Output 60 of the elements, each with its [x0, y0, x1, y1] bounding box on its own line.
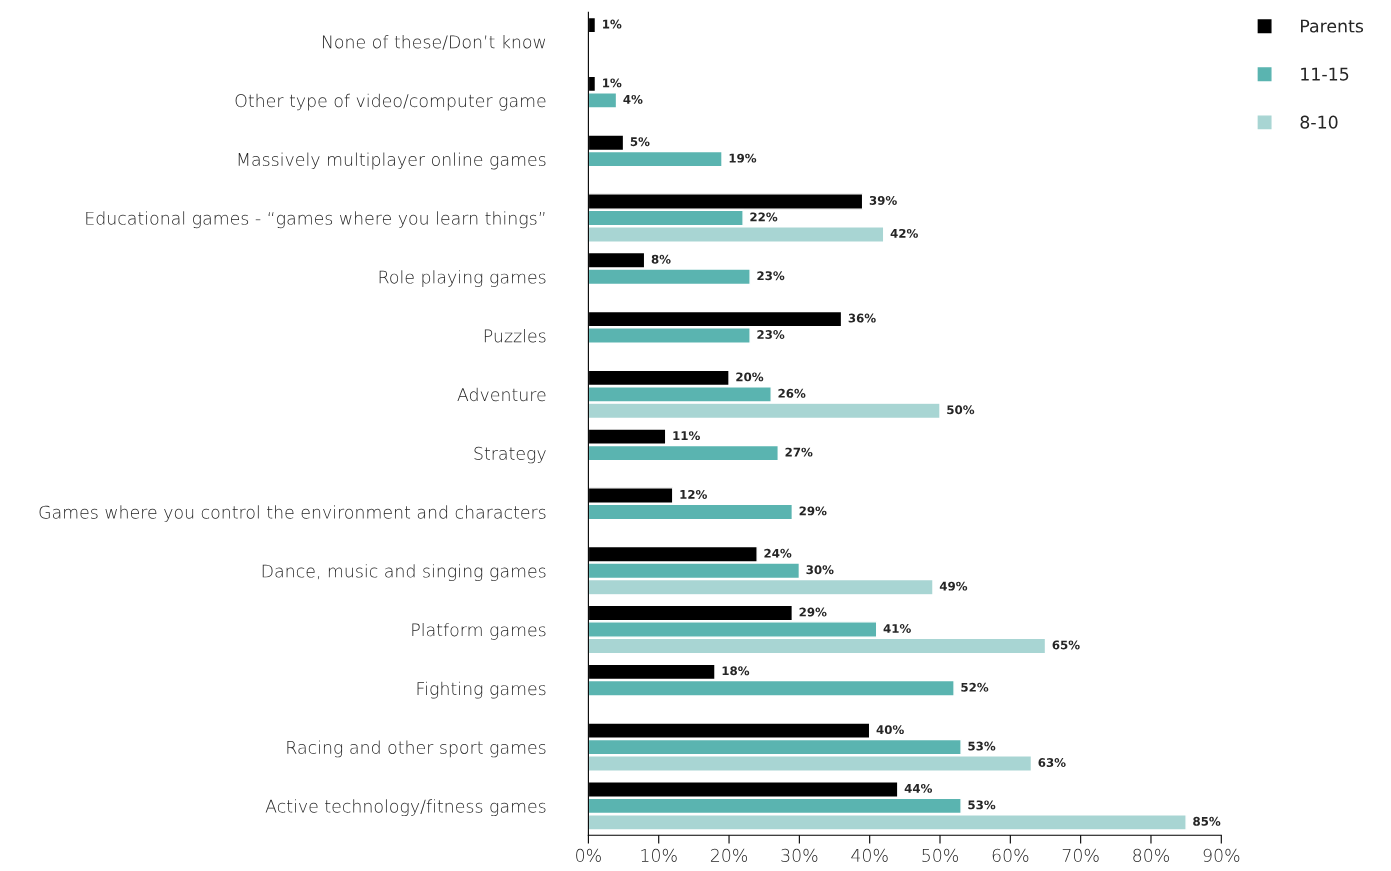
- y-tick-label: Role playing games: [379, 270, 546, 287]
- data-label: 53%: [968, 741, 996, 751]
- data-label: 8%: [651, 254, 671, 264]
- data-label: 1%: [603, 78, 622, 88]
- x-tick-label: 70%: [1062, 848, 1099, 862]
- y-tick-label: Racing and other sport games: [287, 740, 546, 758]
- data-label: 24%: [764, 548, 792, 558]
- x-tick-label: 30%: [781, 848, 818, 862]
- y-tick-label: Dance, music and singing games: [262, 564, 546, 581]
- y-tick-label: Other type of video/computer game: [235, 93, 546, 111]
- y-tick-label: Platform games: [412, 622, 546, 640]
- data-label: 49%: [939, 581, 968, 591]
- data-label: 11%: [673, 431, 700, 441]
- data-label: 50%: [947, 405, 975, 415]
- data-label: 41%: [883, 624, 911, 633]
- data-label: 63%: [1038, 758, 1066, 767]
- data-label: 23%: [757, 330, 785, 339]
- y-tick-label: Puzzles: [484, 328, 546, 343]
- legend-label: Parents: [1301, 19, 1364, 33]
- data-label: 12%: [680, 489, 707, 499]
- data-label: 26%: [778, 388, 806, 398]
- x-tick-label: 40%: [851, 848, 888, 862]
- x-tick-label: 10%: [641, 848, 677, 862]
- data-label: 36%: [848, 313, 876, 323]
- data-label: 27%: [785, 447, 813, 457]
- x-tick-label: 0%: [576, 848, 601, 862]
- data-label: 1%: [603, 19, 622, 29]
- data-label: 29%: [799, 506, 827, 516]
- data-label: 44%: [904, 783, 933, 793]
- y-tick-label: None of these/Don’t know: [322, 34, 546, 50]
- x-tick-label: 90%: [1203, 848, 1240, 862]
- data-label: 20%: [736, 372, 764, 382]
- y-tick-label: Massively multiplayer online games: [238, 152, 546, 170]
- data-label: 30%: [806, 565, 834, 575]
- data-label: 52%: [961, 682, 989, 692]
- y-tick-label: Strategy: [474, 446, 546, 464]
- x-tick-label: 50%: [922, 848, 958, 862]
- data-label: 23%: [757, 271, 785, 281]
- data-label: 4%: [623, 94, 643, 104]
- data-label: 22%: [750, 212, 778, 222]
- data-label: 85%: [1193, 816, 1221, 826]
- y-tick-label: Games where you control the environment and characters: [39, 505, 546, 522]
- data-label: 19%: [729, 153, 757, 163]
- legend-label: 8-10: [1300, 115, 1338, 129]
- data-label: 5%: [630, 137, 650, 147]
- data-label: 65%: [1052, 640, 1080, 650]
- legend-label: 11-15: [1301, 67, 1349, 81]
- data-label: 42%: [890, 228, 918, 238]
- y-tick-label: Active technology/fitness games: [265, 799, 546, 817]
- data-label: 18%: [722, 666, 750, 676]
- y-tick-label: Fighting games: [417, 681, 546, 699]
- x-tick-label: 80%: [1133, 848, 1169, 862]
- y-tick-label: Adventure: [457, 387, 546, 402]
- data-label: 40%: [876, 725, 904, 735]
- data-label: 53%: [968, 800, 996, 810]
- x-tick-label: 20%: [710, 848, 748, 862]
- data-label: 29%: [799, 607, 827, 617]
- data-label: 39%: [869, 196, 897, 205]
- y-tick-label: Educational games - “games where you learn things”: [86, 211, 545, 229]
- x-tick-label: 60%: [992, 848, 1029, 862]
